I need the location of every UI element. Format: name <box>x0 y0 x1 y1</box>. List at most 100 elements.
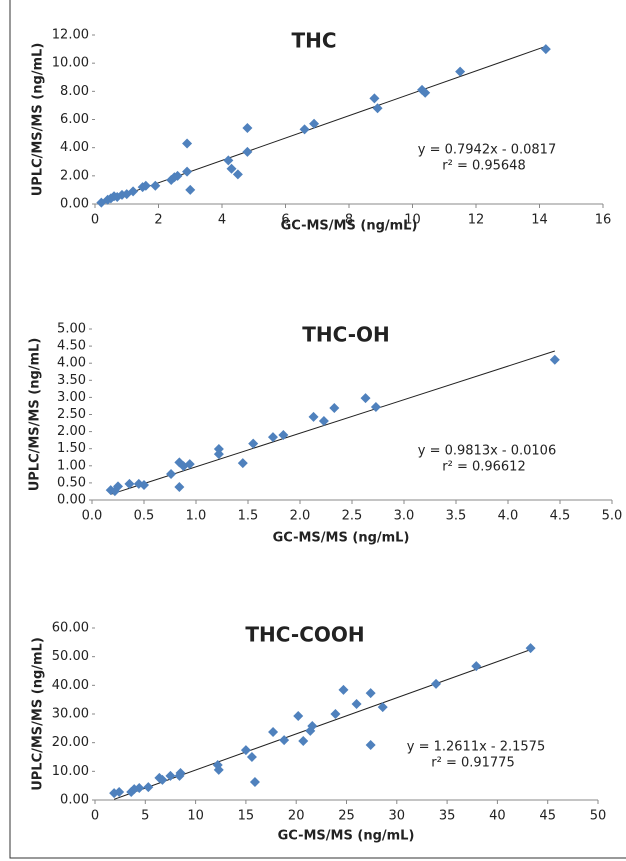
data-point <box>525 643 536 654</box>
y-tick-label: 10.00 <box>52 56 89 71</box>
y-tick-label: 2.00 <box>57 424 86 439</box>
data-point <box>540 44 551 55</box>
x-tick-label: 35 <box>439 809 456 824</box>
y-tick-label: 12.00 <box>52 28 89 43</box>
x-axis-title: GC-MS/MS (ng/mL) <box>281 219 418 234</box>
data-point <box>299 124 310 135</box>
chart-title: THC-COOH <box>245 623 364 647</box>
y-axis-title: UPLC/MS/MS (ng/mL) <box>28 338 43 492</box>
data-point <box>293 711 304 722</box>
data-point <box>249 776 260 787</box>
data-point <box>308 411 319 422</box>
data-point <box>242 146 253 157</box>
y-tick-label: 0.00 <box>60 793 89 808</box>
y-tick-label: 10.00 <box>52 764 89 779</box>
data-point <box>213 444 224 455</box>
data-point <box>278 430 289 441</box>
data-point <box>114 786 125 797</box>
data-point <box>165 770 176 781</box>
y-tick-label: 50.00 <box>52 649 89 664</box>
y-axis-title: UPLC/MS/MS (ng/mL) <box>31 637 46 791</box>
data-point <box>365 688 376 699</box>
x-tick-label: 5.0 <box>602 509 623 524</box>
data-point <box>128 186 139 197</box>
data-point <box>175 768 186 779</box>
x-tick-label: 8 <box>345 213 353 228</box>
trend-equation: y = 0.7942x - 0.0817 <box>418 143 556 158</box>
r-squared: r² = 0.96612 <box>442 460 525 475</box>
frame <box>9 0 626 859</box>
trendline <box>110 350 555 495</box>
r-squared: r² = 0.95648 <box>442 159 525 174</box>
x-tick-label: 40 <box>489 809 506 824</box>
x-axis-title: GC-MS/MS (ng/mL) <box>273 531 410 546</box>
x-tick-label: 16 <box>595 213 612 228</box>
x-tick-label: 0.0 <box>82 509 103 524</box>
x-tick-label: 3.5 <box>446 509 467 524</box>
data-point <box>549 354 560 365</box>
x-tick-label: 50 <box>590 809 607 824</box>
x-tick-label: 0 <box>91 213 99 228</box>
y-tick-label: 30.00 <box>52 707 89 722</box>
x-tick-label: 14 <box>531 213 548 228</box>
chart-title: THC <box>291 29 336 53</box>
y-tick-label: 4.00 <box>57 356 86 371</box>
data-point <box>237 458 248 469</box>
data-point <box>267 432 278 443</box>
x-tick-label: 2 <box>154 213 162 228</box>
x-tick-label: 1.5 <box>238 509 259 524</box>
x-tick-label: 6 <box>281 213 289 228</box>
data-point <box>365 739 376 750</box>
x-tick-label: 4.0 <box>498 509 519 524</box>
data-point <box>369 93 380 104</box>
y-tick-label: 4.50 <box>57 339 86 354</box>
y-tick-label: 40.00 <box>52 678 89 693</box>
x-tick-label: 10 <box>187 809 204 824</box>
y-tick-label: 20.00 <box>52 735 89 750</box>
x-tick-label: 1.0 <box>186 509 207 524</box>
y-tick-label: 3.00 <box>57 390 86 405</box>
x-tick-label: 30 <box>389 809 406 824</box>
y-tick-label: 6.00 <box>60 112 89 127</box>
data-point <box>471 661 482 672</box>
data-point <box>182 166 193 177</box>
data-point <box>139 479 149 490</box>
x-tick-label: 4 <box>218 213 226 228</box>
data-point <box>143 782 154 793</box>
data-point <box>213 764 224 775</box>
x-tick-label: 12 <box>468 213 485 228</box>
data-point <box>420 87 431 98</box>
data-point <box>248 438 259 449</box>
x-axis-title: GC-MS/MS (ng/mL) <box>278 829 415 844</box>
data-point <box>213 449 224 460</box>
data-point <box>246 752 257 762</box>
data-point <box>268 727 279 738</box>
data-point <box>240 745 251 756</box>
data-point <box>372 103 383 114</box>
data-point <box>298 735 309 746</box>
x-tick-label: 15 <box>238 809 255 824</box>
data-point <box>318 415 329 426</box>
y-tick-label: 1.00 <box>57 458 86 473</box>
data-point <box>174 482 185 493</box>
x-tick-label: 3.0 <box>394 509 415 524</box>
data-point <box>223 155 234 166</box>
y-tick-label: 3.50 <box>57 373 86 388</box>
data-point <box>134 782 145 793</box>
y-tick-label: 1.50 <box>57 441 86 456</box>
data-point <box>309 118 320 129</box>
y-tick-label: 60.00 <box>52 621 89 636</box>
data-point <box>360 393 371 404</box>
x-tick-label: 4.5 <box>550 509 571 524</box>
y-tick-label: 0.00 <box>60 197 89 212</box>
data-point <box>166 469 177 480</box>
data-point <box>329 403 340 414</box>
x-tick-label: 10 <box>404 213 421 228</box>
data-point <box>338 684 349 695</box>
data-point <box>172 170 183 181</box>
y-axis-title: UPLC/MS/MS (ng/mL) <box>31 43 46 197</box>
x-tick-label: 45 <box>539 809 556 824</box>
x-tick-label: 2.0 <box>290 509 311 524</box>
r-squared: r² = 0.91775 <box>431 756 514 771</box>
data-point <box>184 459 195 470</box>
